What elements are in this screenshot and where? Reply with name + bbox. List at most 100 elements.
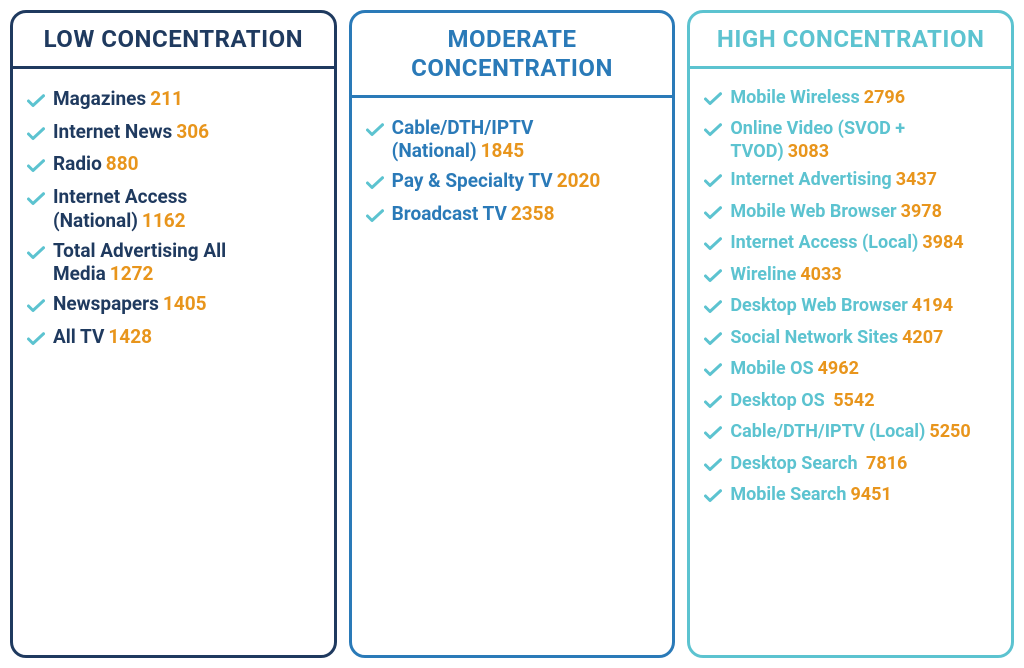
list-item: Internet News306 xyxy=(27,120,320,147)
item-value: 4194 xyxy=(912,295,953,316)
item-label: Mobile Wireless xyxy=(730,87,859,108)
item-label: Newspapers xyxy=(53,292,159,315)
list-item: Mobile Web Browser3978 xyxy=(704,201,997,227)
check-icon xyxy=(704,487,722,510)
item-label: Social Network Sites xyxy=(730,327,898,348)
item-text: Mobile OS4962 xyxy=(730,358,997,381)
item-text: Broadcast TV2358 xyxy=(392,202,659,226)
list-item: Desktop Web Browser4194 xyxy=(704,295,997,321)
check-icon xyxy=(704,204,722,227)
list-item: Mobile Wireless2796 xyxy=(704,87,997,113)
list-item: Magazines211 xyxy=(27,87,320,114)
list-item: Pay & Specialty TV2020 xyxy=(366,169,659,196)
item-value: 1272 xyxy=(110,262,154,285)
item-text: Desktop Search 7816 xyxy=(730,453,997,476)
list-item: Cable/DTH/IPTV (National)1845 xyxy=(366,116,659,164)
item-label: Desktop Search xyxy=(730,453,862,474)
list-item: Wireline4033 xyxy=(704,264,997,290)
item-value: 2796 xyxy=(864,87,905,108)
item-value: 1845 xyxy=(481,139,525,162)
item-label: Mobile OS xyxy=(730,358,813,379)
item-text: Desktop OS 5542 xyxy=(730,390,997,413)
item-label: Wireline xyxy=(730,264,796,285)
check-icon xyxy=(704,172,722,195)
check-icon xyxy=(704,361,722,384)
item-text: Internet News306 xyxy=(53,120,320,144)
list-item: Desktop Search 7816 xyxy=(704,453,997,479)
check-icon xyxy=(27,328,45,352)
check-icon xyxy=(704,90,722,113)
item-label: All TV xyxy=(53,325,104,348)
item-text: Social Network Sites4207 xyxy=(730,327,997,350)
item-value: 3083 xyxy=(788,141,829,162)
column-moderate: MODERATE CONCENTRATION Cable/DTH/IPTV (N… xyxy=(349,10,676,658)
item-text: Newspapers1405 xyxy=(53,292,320,316)
item-value: 1428 xyxy=(108,325,152,348)
item-value: 3978 xyxy=(901,201,942,222)
check-icon xyxy=(27,188,45,212)
item-text: Internet Advertising3437 xyxy=(730,169,997,192)
item-text: Mobile Wireless2796 xyxy=(730,87,997,110)
check-icon xyxy=(704,267,722,290)
list-item: Internet Access (National)1162 xyxy=(27,185,320,233)
check-icon xyxy=(27,123,45,147)
item-value: 1162 xyxy=(142,209,186,232)
item-label: Internet News xyxy=(53,120,172,143)
column-header-moderate: MODERATE CONCENTRATION xyxy=(352,13,673,98)
item-value: 306 xyxy=(176,120,209,143)
column-header-low: LOW CONCENTRATION xyxy=(13,13,334,69)
item-label: Pay & Specialty TV xyxy=(392,169,553,192)
item-text: Cable/DTH/IPTV (Local)5250 xyxy=(730,421,997,444)
check-icon xyxy=(27,155,45,179)
list-item: Mobile OS4962 xyxy=(704,358,997,384)
item-text: Internet Access (Local)3984 xyxy=(730,232,997,255)
list-item: Internet Access (Local)3984 xyxy=(704,232,997,258)
item-text: Wireline4033 xyxy=(730,264,997,287)
list-item: Internet Advertising3437 xyxy=(704,169,997,195)
check-icon xyxy=(366,172,384,196)
item-text: Radio880 xyxy=(53,152,320,176)
list-item: Cable/DTH/IPTV (Local)5250 xyxy=(704,421,997,447)
list-item: Newspapers1405 xyxy=(27,292,320,319)
item-value: 211 xyxy=(150,87,183,110)
check-icon xyxy=(704,298,722,321)
column-low: LOW CONCENTRATION Magazines211 Internet N… xyxy=(10,10,337,658)
item-value: 7816 xyxy=(866,453,907,474)
check-icon xyxy=(704,393,722,416)
list-item: Desktop OS 5542 xyxy=(704,390,997,416)
list-item: Online Video (SVOD + TVOD)3083 xyxy=(704,118,997,163)
check-icon xyxy=(704,424,722,447)
item-value: 3984 xyxy=(922,232,963,253)
item-label: Internet Access (Local) xyxy=(730,232,918,253)
item-label: Desktop Web Browser xyxy=(730,295,907,316)
item-value: 4033 xyxy=(800,264,841,285)
item-text: Mobile Search9451 xyxy=(730,484,997,507)
check-icon xyxy=(704,330,722,353)
item-value: 5542 xyxy=(833,390,874,411)
item-value: 880 xyxy=(106,152,139,175)
check-icon xyxy=(27,295,45,319)
column-header-high: HIGH CONCENTRATION xyxy=(690,13,1011,69)
item-text: Total Advertising All Media1272 xyxy=(53,239,320,287)
item-text: Online Video (SVOD + TVOD)3083 xyxy=(730,118,997,163)
list-item: Broadcast TV2358 xyxy=(366,202,659,229)
column-body-high: Mobile Wireless2796 Online Video (SVOD + … xyxy=(690,69,1011,655)
column-high: HIGH CONCENTRATION Mobile Wireless2796 On… xyxy=(687,10,1014,658)
item-value: 4207 xyxy=(902,327,943,348)
item-text: Pay & Specialty TV2020 xyxy=(392,169,659,193)
check-icon xyxy=(27,90,45,114)
item-label: Broadcast TV xyxy=(392,202,507,225)
column-body-moderate: Cable/DTH/IPTV (National)1845 Pay & Speci… xyxy=(352,98,673,655)
item-value: 1405 xyxy=(163,292,207,315)
item-label: Mobile Search xyxy=(730,484,846,505)
list-item: Radio880 xyxy=(27,152,320,179)
item-label: Cable/DTH/IPTV (Local) xyxy=(730,421,925,442)
list-item: All TV1428 xyxy=(27,325,320,352)
column-body-low: Magazines211 Internet News306 Radio880 Inte… xyxy=(13,69,334,655)
item-text: Cable/DTH/IPTV (National)1845 xyxy=(392,116,659,164)
check-icon xyxy=(27,242,45,266)
item-text: All TV1428 xyxy=(53,325,320,349)
item-label: Desktop OS xyxy=(730,390,829,411)
item-value: 2020 xyxy=(557,169,601,192)
item-value: 5250 xyxy=(929,421,970,442)
